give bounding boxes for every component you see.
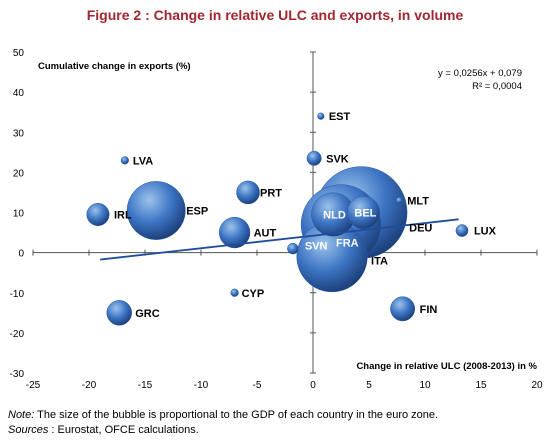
x-axis-label: Change in relative ULC (2008-2013) in % [356,361,537,372]
label-mlt: MLT [407,195,429,207]
label-grc: GRC [135,308,160,320]
label-lux: LUX [474,226,497,238]
y-tick-label: -30 [10,369,25,380]
y-tick-label: 20 [13,168,25,179]
label-cyp: CYP [242,288,265,300]
x-tick-label: -20 [82,380,97,391]
sources-text: : Eurostat, OFCE calculations. [48,424,199,436]
bubble-esp [126,181,186,240]
y-tick-label: -20 [10,329,25,340]
x-tick-label: 15 [475,380,487,391]
x-tick-label: -25 [26,380,41,391]
label-deu: DEU [409,223,432,235]
trend-layer [100,218,459,261]
y-tick-label: 40 [13,88,25,99]
bubble-cyp [230,288,239,297]
bubble-lux [455,224,469,237]
bubble-irl [86,203,110,226]
x-tick-label: -5 [253,380,262,391]
label-fin: FIN [420,304,438,316]
y-tick-label: 0 [18,249,24,260]
label-prt: PRT [260,187,282,199]
regression-equation: y = 0,0256x + 0,079 [438,68,522,79]
bubble-svk [306,150,322,166]
label-nld: NLD [323,210,346,222]
bubble-prt [236,180,260,205]
note-label: Note: [8,409,35,421]
x-tick-label: 0 [310,380,316,391]
y-axis-label: Cumulative change in exports (%) [38,61,191,72]
label-svk: SVK [326,153,349,165]
bubble-est [317,112,325,120]
sources-line: Sources : Eurostat, OFCE calculations. [8,423,438,438]
note-line: Note: The size of the bubble is proporti… [8,408,438,423]
bubble-mlt [395,197,403,204]
x-tick-label: -15 [138,380,153,391]
x-tick-label: -10 [194,380,209,391]
regression-r2: R² = 0,0004 [472,81,522,92]
label-aut: AUT [254,228,277,240]
bubble-chart: -30 -20 -10 0 10 20 30 40 50 -25 -20 -15 -10 -5 0 5 10 15… [10,48,543,391]
note-text: The size of the bubble is proportional t… [37,409,439,421]
bubble-aut [218,216,251,249]
bubbles-layer [86,112,469,326]
label-esp: ESP [186,205,208,217]
x-tick-label: 5 [366,380,372,391]
bubble-bel [346,195,380,230]
label-svn: SVN [305,241,328,253]
trend-line [100,218,459,261]
label-fra: FRA [336,238,359,250]
y-tick-label: 30 [13,128,25,139]
label-lva: LVA [133,155,153,167]
footer-notes: Note: The size of the bubble is proporti… [8,408,438,438]
label-est: EST [329,111,351,123]
x-tick-label: 20 [531,380,543,391]
sources-label: Sources [8,424,49,436]
bubble-fin [390,296,416,322]
label-irl: IRL [114,210,132,222]
bubble-lva [120,156,129,165]
bubble-grc [106,300,132,326]
label-ita: ITA [371,256,388,268]
y-tick-label: 10 [13,209,25,220]
figure-title: Figure 2 : Change in relative ULC and ex… [86,7,464,23]
bubble-svn [287,242,299,255]
labels-layer: EST LVA SVK PRT BEL MLT ESP IRL NLD DEU FRA LUX AUT S… [114,111,497,320]
y-tick-label: 50 [13,48,25,59]
x-tick-label: 10 [419,380,431,391]
label-bel: BEL [354,208,376,220]
y-tick-label: -10 [10,289,25,300]
